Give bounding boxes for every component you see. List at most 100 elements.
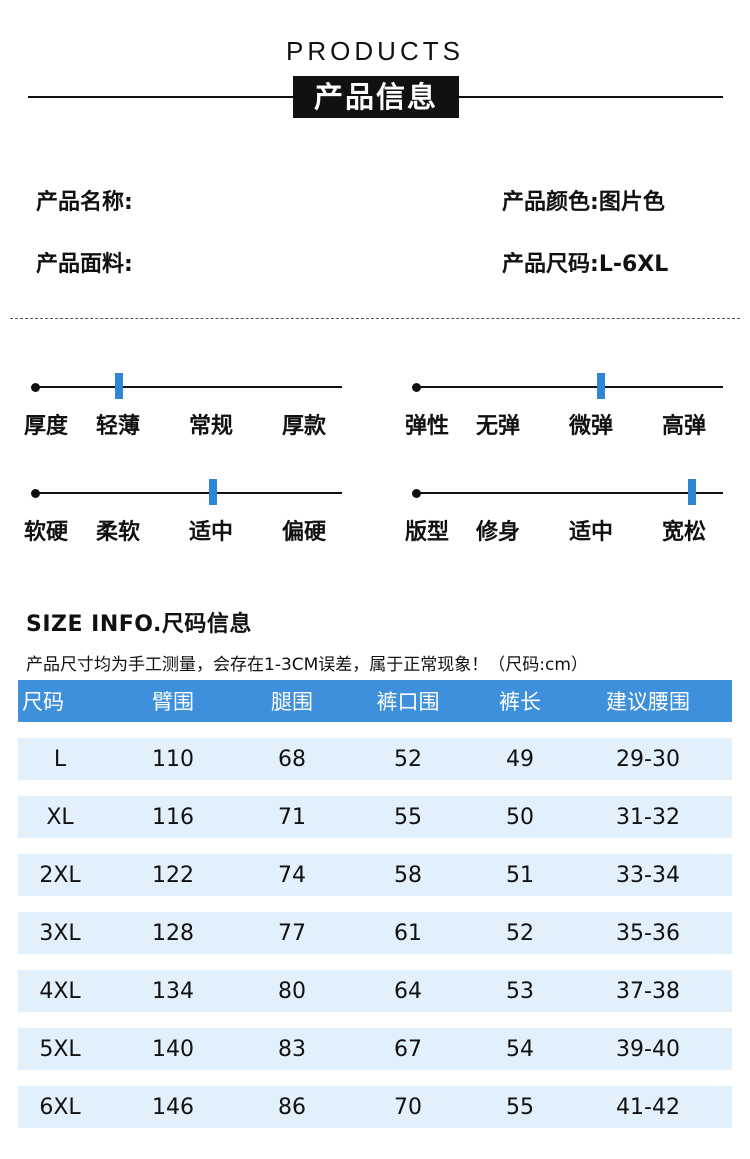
info-color-label: 产品颜色: [502,190,599,215]
table-cell: 83 [278,1036,306,1062]
header-cell-length: 裤长 [499,690,541,714]
scale-softness-marker [209,479,218,505]
table-cell: 110 [152,746,194,772]
header-title-cn: 产品信息 [293,76,459,118]
table-cell: 39-40 [616,1036,680,1062]
table-cell: 134 [152,978,194,1004]
table-cell: L [53,746,67,772]
size-table: 尺码 臂围 腿围 裤口围 裤长 建议腰围 L 110 68 52 49 29-3… [18,680,732,1128]
scale-fit-marker [688,479,697,505]
table-cell: 4XL [39,978,81,1004]
scale-elasticity-opt-1: 无弹 [476,414,521,439]
table-cell: 116 [152,804,194,830]
table-cell: 140 [152,1036,194,1062]
scale-elasticity-label: 弹性 [405,414,450,439]
table-cell: 37-38 [616,978,680,1004]
info-size-label: 产品尺码: [502,252,599,277]
scale-elasticity-dot [412,383,421,392]
scale-fit-label: 版型 [405,520,450,545]
table-cell: 49 [506,746,534,772]
table-cell: 3XL [39,920,81,946]
table-cell: 67 [394,1036,422,1062]
table-cell: 2XL [39,862,81,888]
table-cell: XL [46,804,74,830]
table-cell: 29-30 [616,746,680,772]
table-cell: 128 [152,920,194,946]
table-cell: 55 [394,804,422,830]
table-row: 3XL 128 77 61 52 35-36 [18,912,732,954]
table-cell: 146 [152,1094,194,1120]
scale-softness-label: 软硬 [24,520,69,545]
info-name: 产品名称: [36,184,133,216]
table-cell: 52 [506,920,534,946]
table-cell: 31-32 [616,804,680,830]
scale-thickness-opt-3: 厚款 [282,414,327,439]
info-fabric-label: 产品面料: [36,252,133,277]
table-cell: 5XL [39,1036,81,1062]
scale-fit-opt-1: 修身 [476,520,521,545]
table-row: 4XL 134 80 64 53 37-38 [18,970,732,1012]
header-title-en: PRODUCTS [286,36,464,66]
size-info-note: 产品尺寸均为手工测量，会存在1-3CM误差，属于正常现象！（尺码:cm） [26,655,588,675]
info-color-value: 图片色 [598,190,665,215]
table-cell: 68 [278,746,306,772]
header-cell-hem: 裤口围 [376,690,440,714]
dashed-divider [10,318,740,319]
scale-thickness-track [36,386,342,388]
size-info-title: SIZE INFO.尺码信息 [26,612,252,637]
table-cell: 53 [506,978,534,1004]
scale-fit-opt-2: 适中 [569,520,614,545]
table-cell: 51 [506,862,534,888]
header-cell-arm: 臂围 [152,690,194,714]
info-color: 产品颜色:图片色 [502,184,665,216]
scale-elasticity-opt-3: 高弹 [662,414,707,439]
table-cell: 64 [394,978,422,1004]
table-cell: 6XL [39,1094,81,1120]
table-cell: 71 [278,804,306,830]
scale-thickness-opt-1: 轻薄 [96,414,141,439]
table-cell: 58 [394,862,422,888]
scale-fit-track [417,492,723,494]
table-row: 6XL 146 86 70 55 41-42 [18,1086,732,1128]
scale-elasticity-track [417,386,723,388]
info-size: 产品尺码:L-6XL [502,246,668,278]
scale-fit-opt-3: 宽松 [662,520,707,545]
table-cell: 52 [394,746,422,772]
table-cell: 35-36 [616,920,680,946]
scale-thickness-label: 厚度 [24,414,69,439]
scale-softness-opt-1: 柔软 [96,520,141,545]
info-name-label: 产品名称: [36,190,133,215]
scale-softness-opt-2: 适中 [189,520,234,545]
table-cell: 74 [278,862,306,888]
scale-softness-opt-3: 偏硬 [282,520,327,545]
scale-elasticity-marker [596,373,605,399]
table-cell: 86 [278,1094,306,1120]
info-fabric: 产品面料: [36,246,133,278]
table-cell: 41-42 [616,1094,680,1120]
scale-elasticity-opt-2: 微弹 [569,414,614,439]
table-cell: 122 [152,862,194,888]
table-cell: 77 [278,920,306,946]
header-cell-size: 尺码 [22,690,64,714]
table-row: L 110 68 52 49 29-30 [18,738,732,780]
table-row: 5XL 140 83 67 54 39-40 [18,1028,732,1070]
scale-softness-dot [31,489,40,498]
scale-thickness-marker [114,373,123,399]
info-size-value: L-6XL [598,252,669,277]
table-cell: 70 [394,1094,422,1120]
header-cell-waist: 建议腰围 [606,690,690,714]
scale-softness-track [36,492,342,494]
table-cell: 33-34 [616,862,680,888]
table-cell: 61 [394,920,422,946]
table-cell: 80 [278,978,306,1004]
table-row: 2XL 122 74 58 51 33-34 [18,854,732,896]
scale-thickness-opt-2: 常规 [189,414,234,439]
scale-fit-dot [412,489,421,498]
size-table-header: 尺码 臂围 腿围 裤口围 裤长 建议腰围 [18,680,732,722]
scale-thickness-dot [31,383,40,392]
table-row: XL 116 71 55 50 31-32 [18,796,732,838]
table-cell: 54 [506,1036,534,1062]
table-cell: 55 [506,1094,534,1120]
header-cell-thigh: 腿围 [271,690,313,714]
table-cell: 50 [506,804,534,830]
